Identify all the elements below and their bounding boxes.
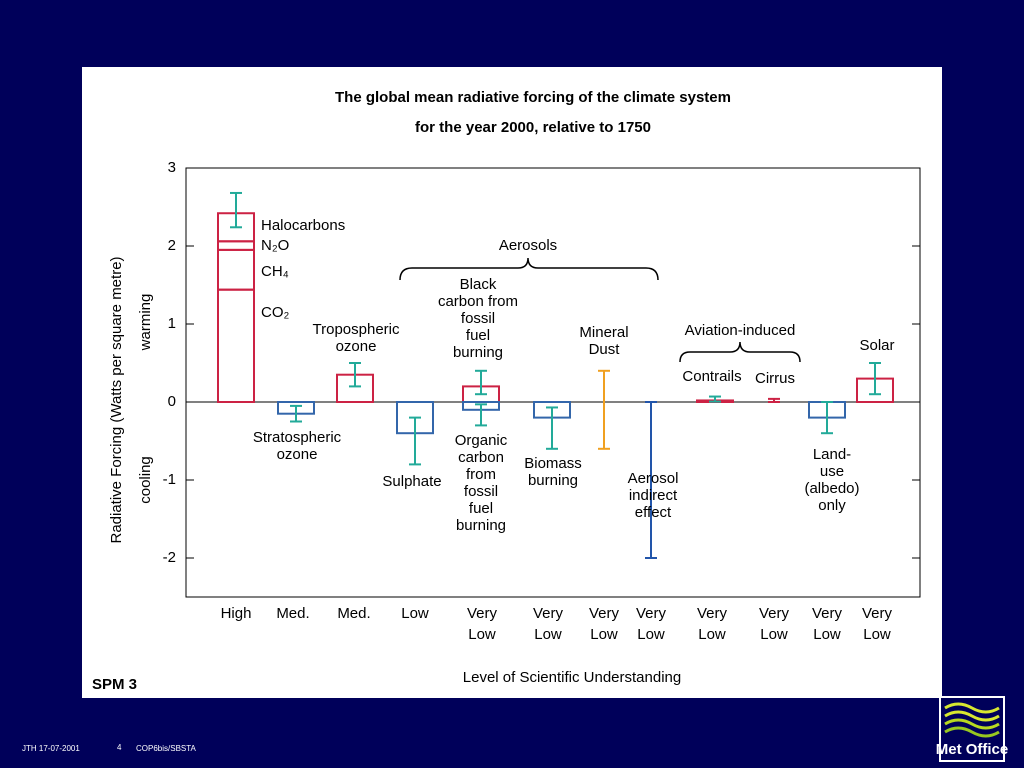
item-label: fuel	[469, 500, 493, 517]
segment-label: CH₄	[261, 263, 289, 280]
footer: JTH 17-07-2001	[22, 744, 80, 753]
item-label: indirect	[629, 487, 678, 504]
error-bar	[821, 401, 833, 435]
item-label: burning	[528, 472, 578, 489]
item-label: fossil	[464, 483, 498, 500]
item-label: Biomass	[524, 455, 582, 472]
level-label: Low	[590, 626, 618, 643]
segment-label: CO₂	[261, 304, 290, 321]
item-label: from	[466, 466, 496, 483]
range-bar	[645, 401, 657, 559]
logo: Met Office	[936, 696, 1009, 762]
chart-panel	[82, 67, 942, 698]
y-axis-label: Radiative Forcing (Watts per square metr…	[108, 256, 125, 543]
slide-tag: SPM 3	[92, 676, 137, 693]
annotation: Aviation-induced	[685, 322, 796, 339]
level-label: Low	[534, 626, 562, 643]
item-label: (albedo)	[804, 480, 859, 497]
level-label: Very	[589, 605, 620, 622]
annotation: Aerosols	[499, 237, 557, 254]
item-label: Aerosol	[628, 470, 679, 487]
y-tick-label: 2	[168, 237, 176, 254]
error-bar	[290, 404, 302, 423]
x-axis-label: Level of Scientific Understanding	[463, 669, 681, 686]
footer: 4	[117, 743, 122, 752]
level-label: Low	[401, 605, 429, 622]
level-label: Med.	[276, 605, 309, 622]
logo-text: Met Office	[936, 741, 1009, 758]
cooling-label: cooling	[137, 456, 154, 504]
level-label: Very	[533, 605, 564, 622]
item-label: Cirrus	[755, 370, 795, 387]
item-label: use	[820, 463, 844, 480]
level-label: Low	[468, 626, 496, 643]
plot-frame	[185, 167, 921, 598]
level-label: Low	[760, 626, 788, 643]
item-label: only	[818, 497, 846, 514]
logo-wave	[944, 718, 1000, 730]
item-label: Solar	[859, 337, 894, 354]
item-label: Sulphate	[382, 473, 441, 490]
y-tick-label: 0	[168, 393, 176, 410]
item-label: ozone	[336, 338, 377, 355]
aerosols-brace	[399, 257, 659, 281]
error-bar	[709, 395, 721, 403]
level-label: Very	[636, 605, 667, 622]
item-label: burning	[453, 344, 503, 361]
error-bar	[349, 362, 361, 388]
segment-label: N₂O	[261, 237, 289, 254]
item-label: effect	[635, 504, 672, 521]
level-label: Low	[637, 626, 665, 643]
footer: COP6bis/SBSTA	[136, 744, 197, 753]
level-label: Very	[812, 605, 843, 622]
item-label: Mineral	[579, 324, 628, 341]
y-tick-label: -1	[163, 471, 176, 488]
y-tick-label: 3	[168, 159, 176, 176]
error-bar	[546, 406, 558, 450]
item-label: Contrails	[682, 368, 741, 385]
item-label: Organic	[455, 432, 508, 449]
item-label: ozone	[277, 446, 318, 463]
level-label: High	[221, 605, 252, 622]
item-label: carbon from	[438, 293, 518, 310]
y-tick-label: -2	[163, 549, 176, 566]
error-bar	[475, 369, 487, 396]
level-label: Very	[697, 605, 728, 622]
range-bar	[598, 369, 610, 450]
range-bar	[768, 397, 780, 403]
level-label: Very	[759, 605, 790, 622]
item-label: fossil	[461, 310, 495, 327]
logo-wave	[944, 702, 1000, 714]
item-label: Tropospheric	[313, 321, 400, 338]
level-label: Very	[467, 605, 498, 622]
item-label: Dust	[589, 341, 621, 358]
logo-wave	[944, 726, 1000, 738]
chart-title: for the year 2000, relative to 1750	[415, 119, 651, 136]
item-label: Black	[460, 276, 497, 293]
level-label: Low	[813, 626, 841, 643]
error-bar	[230, 191, 242, 229]
item-label: burning	[456, 517, 506, 534]
level-label: Low	[863, 626, 891, 643]
level-label: Low	[698, 626, 726, 643]
item-label: carbon	[458, 449, 504, 466]
error-bar	[475, 403, 487, 427]
item-label: fuel	[466, 327, 490, 344]
error-bar	[409, 416, 421, 466]
level-label: Med.	[337, 605, 370, 622]
error-bar	[869, 362, 881, 396]
level-label: Very	[862, 605, 893, 622]
item-label: Stratospheric	[253, 429, 342, 446]
logo-wave	[944, 710, 1000, 722]
segment-label: Halocarbons	[261, 217, 345, 234]
chart-title: The global mean radiative forcing of the…	[335, 89, 731, 106]
y-tick-label: 1	[168, 315, 176, 332]
item-label: Land-	[813, 446, 851, 463]
warming-label: warming	[137, 294, 154, 352]
aviation-brace	[679, 341, 801, 363]
